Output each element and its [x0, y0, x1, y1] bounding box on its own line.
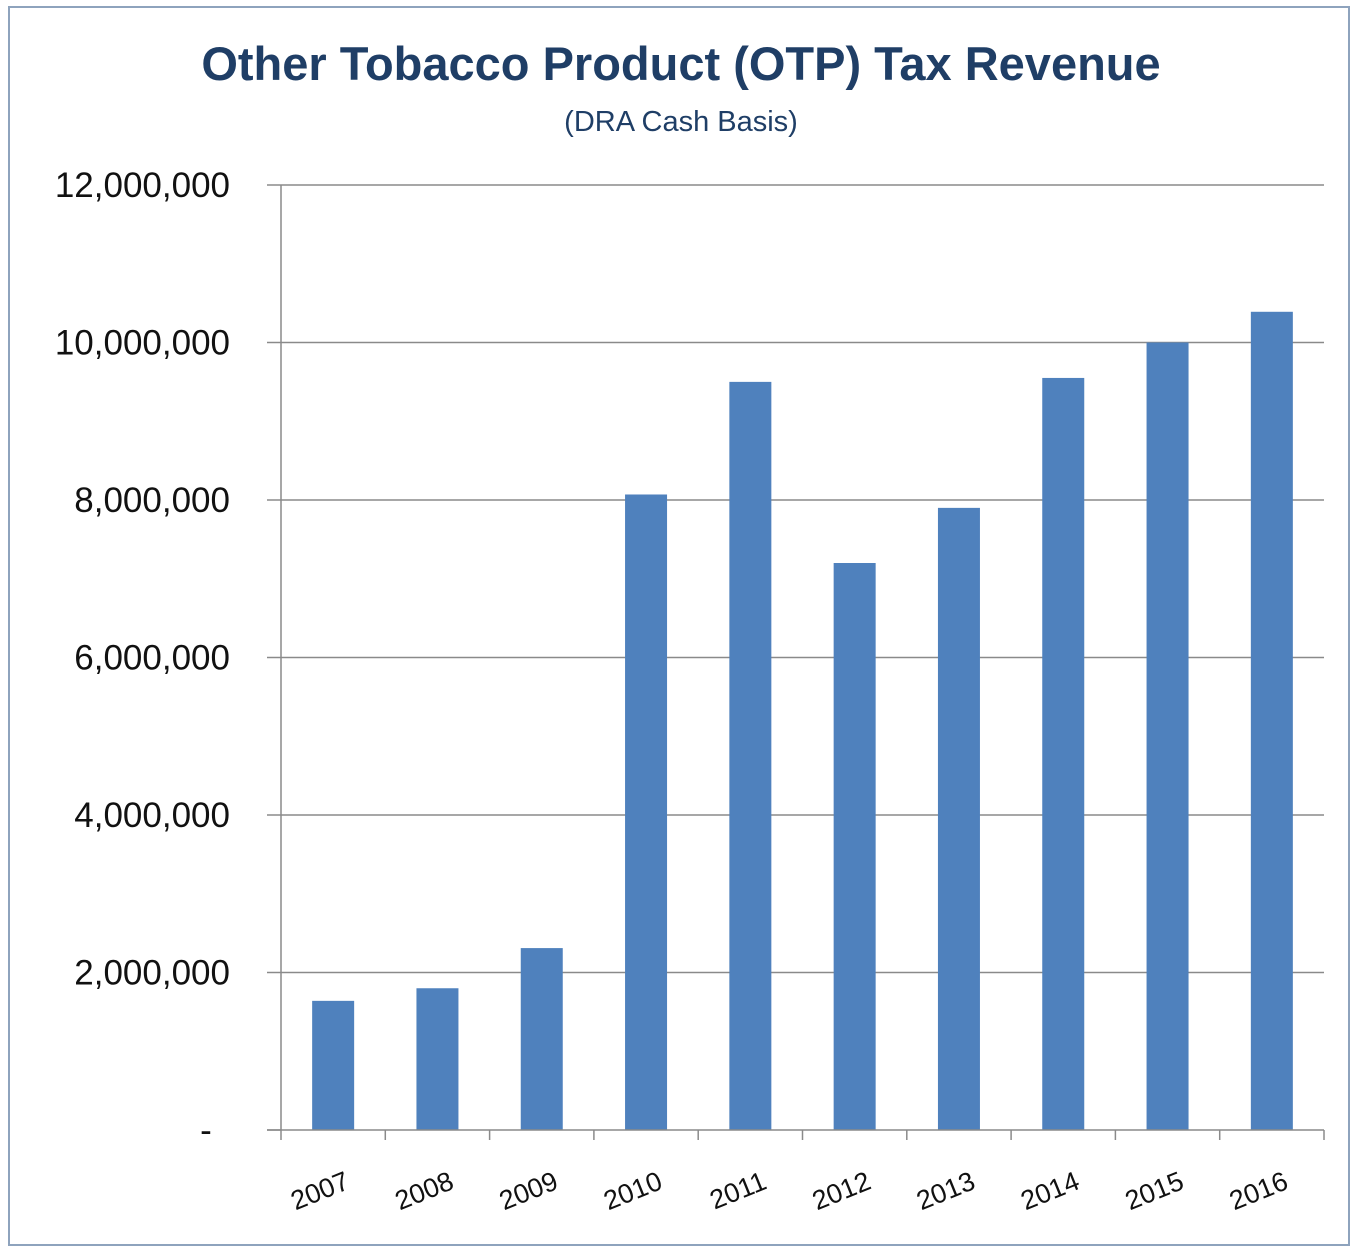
bar-2014	[1042, 377, 1085, 1130]
y-tick-label: 10,000,000	[55, 324, 230, 363]
x-tick-label: 2008	[391, 1166, 458, 1216]
x-tick-label: 2012	[808, 1166, 875, 1216]
y-tick-label: 6,000,000	[74, 639, 230, 678]
axes	[267, 184, 1325, 1140]
x-tick-label: 2011	[706, 1166, 771, 1216]
x-tick-label: 2016	[1225, 1166, 1292, 1216]
bar-2012	[833, 563, 876, 1130]
y-tick-label: 8,000,000	[74, 481, 230, 520]
x-tick-label: 2009	[495, 1166, 562, 1216]
y-tick-label: 12,000,000	[55, 166, 230, 205]
y-tick-labels: - 2,000,000 4,000,000 6,000,000 8,000,000 10,…	[55, 166, 230, 1150]
bar-2007	[312, 1000, 355, 1130]
bar-2013	[937, 507, 980, 1130]
chart-subtitle: (DRA Cash Basis)	[564, 106, 798, 138]
bar-2009	[520, 948, 563, 1130]
chart-title: Other Tobacco Product (OTP) Tax Revenue	[201, 37, 1160, 90]
y-tick-label: -	[200, 1111, 212, 1150]
bar-2016	[1250, 311, 1293, 1131]
x-tick-label: 2014	[1017, 1166, 1084, 1216]
x-tick-label: 2015	[1121, 1166, 1188, 1216]
x-tick-labels: 2007 2008 2009 2010 2011 2012 2013 2014 2015 2016	[286, 1166, 1292, 1216]
y-tick-label: 2,000,000	[74, 954, 230, 993]
y-tick-label: 4,000,000	[74, 796, 230, 835]
x-tick-label: 2010	[599, 1166, 666, 1216]
bar-2011	[729, 381, 772, 1130]
chart-frame	[8, 6, 1350, 1246]
bar-2015	[1146, 342, 1189, 1130]
x-tick-label: 2007	[286, 1166, 353, 1216]
bars	[312, 311, 1293, 1131]
bar-2010	[625, 494, 668, 1130]
x-tick-label: 2013	[912, 1166, 979, 1216]
bar-2008	[416, 988, 459, 1130]
